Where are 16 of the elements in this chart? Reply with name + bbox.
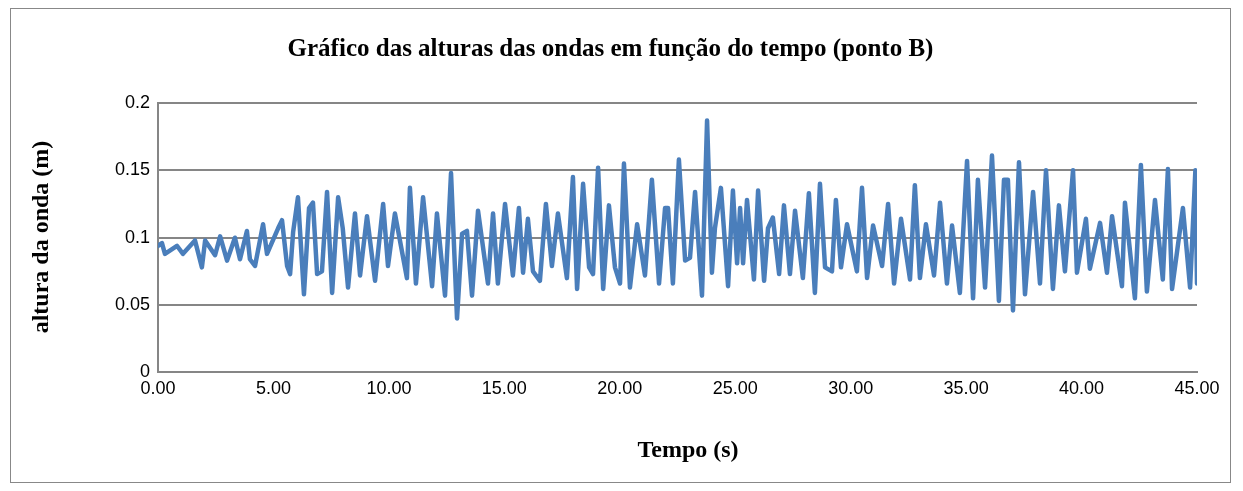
- y-tick-label: 0.1: [125, 226, 151, 247]
- x-tick-label: 20.00: [597, 378, 643, 399]
- x-tick-label: 5.00: [255, 378, 291, 399]
- y-tick-label: 0.2: [125, 91, 151, 112]
- x-tick-label: 10.00: [366, 378, 412, 399]
- x-tick-label: 45.00: [1174, 378, 1220, 399]
- chart-title: Gráfico das alturas das ondas em função do tempo (ponto B): [286, 34, 935, 62]
- x-tick-label: 35.00: [943, 378, 989, 399]
- x-axis-title: Tempo (s): [637, 435, 739, 463]
- y-tick-label: 0.05: [114, 294, 151, 315]
- x-tick-label: 30.00: [828, 378, 874, 399]
- x-tick-label: 15.00: [481, 378, 527, 399]
- x-tick-label: 25.00: [712, 378, 758, 399]
- y-axis-title: altura da onda (m): [26, 140, 54, 334]
- x-tick-label: 40.00: [1059, 378, 1105, 399]
- y-tick-label: 0.15: [114, 159, 151, 180]
